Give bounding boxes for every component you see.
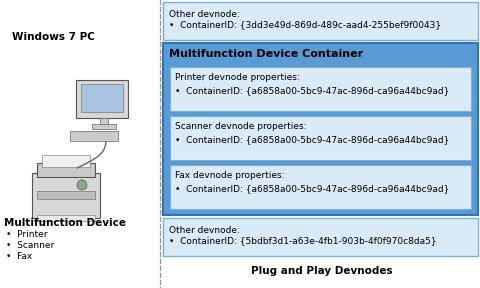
- Bar: [100, 118, 108, 124]
- Bar: [37, 215, 95, 221]
- Text: Scanner devnode properties:: Scanner devnode properties:: [175, 122, 307, 131]
- Bar: [163, 43, 478, 215]
- Bar: [81, 84, 123, 112]
- Text: Fax devnode properties:: Fax devnode properties:: [175, 171, 285, 180]
- Text: Printer devnode properties:: Printer devnode properties:: [175, 73, 300, 82]
- Text: •  ContainerID: {a6858a00-5bc9-47ac-896d-ca96a44bc9ad}: • ContainerID: {a6858a00-5bc9-47ac-896d-…: [175, 135, 449, 144]
- Text: Windows 7 PC: Windows 7 PC: [12, 32, 95, 42]
- Bar: [37, 163, 95, 177]
- Text: Other devnode:: Other devnode:: [169, 226, 240, 235]
- Text: •  ContainerID: {5bdbf3d1-a63e-4fb1-903b-4f0f970c8da5}: • ContainerID: {5bdbf3d1-a63e-4fb1-903b-…: [169, 236, 437, 245]
- Text: •  Printer: • Printer: [6, 230, 48, 239]
- Bar: [170, 116, 471, 160]
- Circle shape: [77, 180, 87, 190]
- Bar: [70, 131, 118, 141]
- Text: Multifunction Device: Multifunction Device: [4, 218, 126, 228]
- Bar: [42, 155, 90, 167]
- Text: Multifunction Device Container: Multifunction Device Container: [169, 49, 363, 59]
- Text: •  ContainerID: {3dd3e49d-869d-489c-aad4-255bef9f0043}: • ContainerID: {3dd3e49d-869d-489c-aad4-…: [169, 20, 441, 29]
- Bar: [76, 80, 128, 118]
- Bar: [32, 173, 100, 218]
- Text: •  Fax: • Fax: [6, 252, 32, 261]
- Text: Other devnode:: Other devnode:: [169, 10, 240, 19]
- Text: •  ContainerID: {a6858a00-5bc9-47ac-896d-ca96a44bc9ad}: • ContainerID: {a6858a00-5bc9-47ac-896d-…: [175, 184, 449, 193]
- Text: •  ContainerID: {a6858a00-5bc9-47ac-896d-ca96a44bc9ad}: • ContainerID: {a6858a00-5bc9-47ac-896d-…: [175, 86, 449, 95]
- Bar: [170, 67, 471, 111]
- Bar: [37, 191, 95, 199]
- Text: •  Scanner: • Scanner: [6, 241, 54, 250]
- Text: Plug and Play Devnodes: Plug and Play Devnodes: [251, 266, 392, 276]
- Bar: [163, 218, 478, 256]
- Bar: [170, 165, 471, 209]
- Bar: [163, 2, 478, 40]
- Bar: [92, 124, 116, 129]
